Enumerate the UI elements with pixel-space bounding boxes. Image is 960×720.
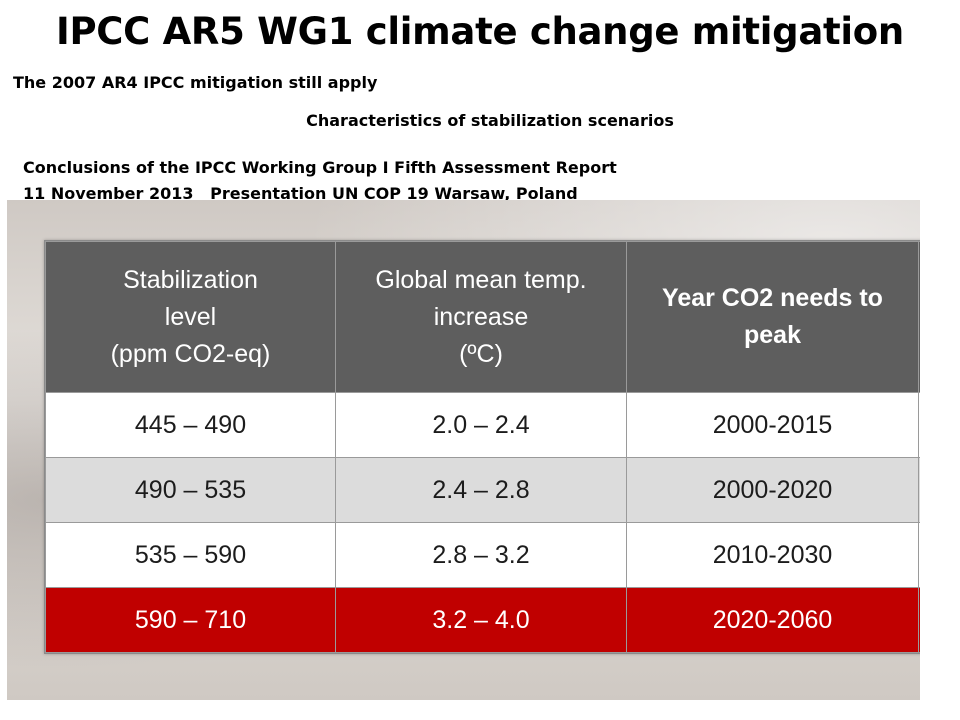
table-row: 445 – 490 2.0 – 2.4 2000-2015 (45, 392, 920, 458)
cell-temp-increase: 2.0 – 2.4 (335, 392, 627, 458)
table-row: 490 – 535 2.4 – 2.8 2000-2020 (45, 457, 920, 523)
cell-cropped (918, 522, 920, 588)
cell-cropped (918, 457, 920, 523)
cell-stabilization-level: 490 – 535 (45, 457, 336, 523)
table-photo: Stabilization level (ppm CO2-eq) Global … (7, 200, 920, 700)
cell-stabilization-level: 590 – 710 (45, 587, 336, 653)
cell-temp-increase: 2.4 – 2.8 (335, 457, 627, 523)
cell-temp-increase: 3.2 – 4.0 (335, 587, 627, 653)
stabilization-table-frame: Stabilization level (ppm CO2-eq) Global … (44, 240, 920, 654)
table-row: 535 – 590 2.8 – 3.2 2010-2030 (45, 522, 920, 588)
table-caption: Characteristics of stabilization scenari… (306, 111, 674, 130)
table-header-row: Stabilization level (ppm CO2-eq) Global … (45, 241, 920, 393)
stabilization-table: Stabilization level (ppm CO2-eq) Global … (45, 241, 920, 653)
header-co2-peak-year: Year CO2 needs to peak (626, 241, 919, 393)
slide-subtitle: The 2007 AR4 IPCC mitigation still apply (13, 73, 378, 92)
source-line-2: 11 November 2013 Presentation UN COP 19 … (23, 184, 578, 203)
cell-co2-peak-year: 2020-2060 (626, 587, 919, 653)
source-line-1: Conclusions of the IPCC Working Group I … (23, 158, 617, 177)
cell-cropped (918, 392, 920, 458)
slide-title: IPCC AR5 WG1 climate change mitigation (56, 10, 904, 53)
table-row-highlighted: 590 – 710 3.2 – 4.0 2020-2060 (45, 587, 920, 653)
cell-cropped (918, 587, 920, 653)
header-temp-increase: Global mean temp. increase (ºC) (335, 241, 627, 393)
source-text: Conclusions of the IPCC Working Group I … (23, 155, 617, 207)
cell-co2-peak-year: 2000-2020 (626, 457, 919, 523)
cell-stabilization-level: 445 – 490 (45, 392, 336, 458)
cell-co2-peak-year: 2000-2015 (626, 392, 919, 458)
header-stabilization-level: Stabilization level (ppm CO2-eq) (45, 241, 336, 393)
cell-temp-increase: 2.8 – 3.2 (335, 522, 627, 588)
cell-stabilization-level: 535 – 590 (45, 522, 336, 588)
cell-co2-peak-year: 2010-2030 (626, 522, 919, 588)
header-cropped (918, 241, 920, 393)
